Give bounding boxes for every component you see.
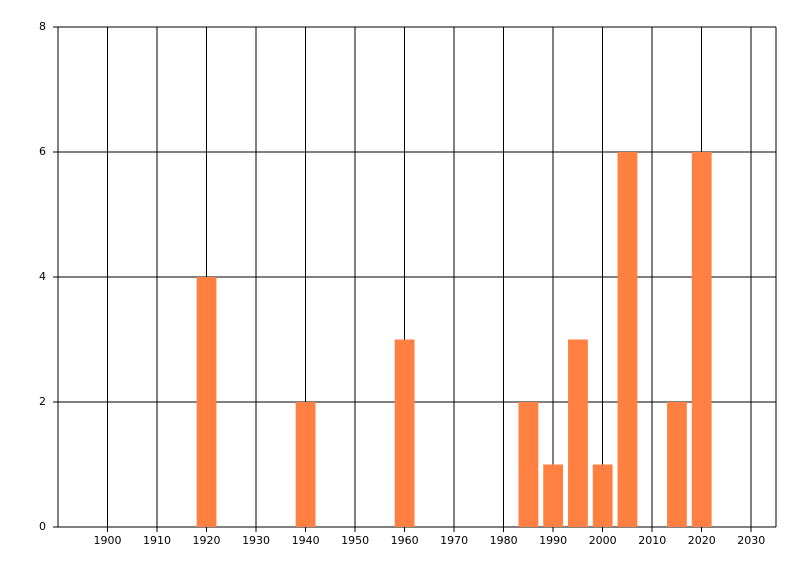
bar	[394, 339, 415, 527]
x-tick-label: 1930	[242, 534, 270, 547]
bar	[592, 464, 613, 527]
bar	[295, 402, 316, 527]
x-tick-label: 2030	[737, 534, 765, 547]
x-tick-label: 1970	[440, 534, 468, 547]
x-tick-label: 2020	[688, 534, 716, 547]
bar	[543, 464, 564, 527]
bar	[568, 339, 588, 527]
x-tick-label: 2000	[589, 534, 617, 547]
x-tick-label: 2010	[638, 534, 666, 547]
x-tick-label: 1960	[391, 534, 419, 547]
x-tick-label: 1910	[143, 534, 171, 547]
y-tick-label: 4	[39, 270, 46, 283]
bar	[196, 277, 217, 527]
x-tick-label: 1990	[539, 534, 567, 547]
bar	[691, 152, 712, 527]
y-tick-label: 2	[39, 395, 46, 408]
x-tick-label: 1980	[490, 534, 518, 547]
bar	[617, 152, 638, 527]
bar	[518, 402, 539, 527]
x-tick-label: 1940	[292, 534, 320, 547]
y-tick-label: 6	[39, 145, 46, 158]
bar	[667, 402, 687, 527]
y-tick-label: 0	[39, 520, 46, 533]
x-tick-label: 1900	[94, 534, 122, 547]
y-tick-label: 8	[39, 20, 46, 33]
x-tick-label: 1920	[193, 534, 221, 547]
x-tick-label: 1950	[341, 534, 369, 547]
